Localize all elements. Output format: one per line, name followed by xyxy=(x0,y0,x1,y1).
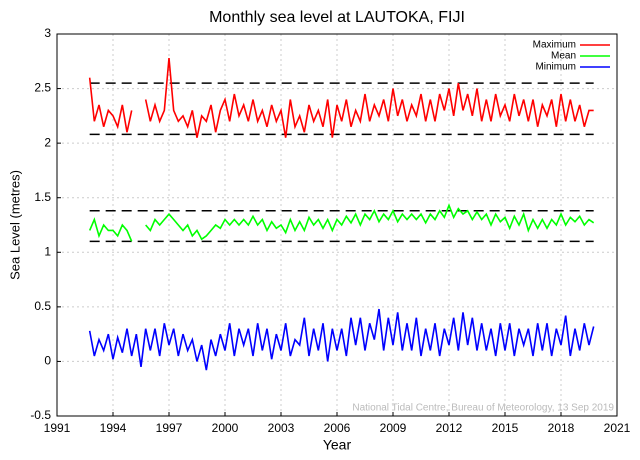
plot-frame xyxy=(56,33,618,417)
x-tick-label: 2012 xyxy=(436,421,463,435)
x-tick-label: 1994 xyxy=(100,421,127,435)
y-tick-label: 3 xyxy=(44,26,51,40)
y-tick-label: 1 xyxy=(44,244,51,258)
x-tick-label: 2006 xyxy=(324,421,351,435)
x-tick-label: 2003 xyxy=(268,421,295,435)
y-axis-label: Sea Level (metres) xyxy=(7,170,22,280)
series-line xyxy=(88,203,595,242)
x-tick-label: 2009 xyxy=(380,421,407,435)
y-tick-label: 1.5 xyxy=(34,190,51,204)
x-tick-label: 2000 xyxy=(212,421,239,435)
y-tick-label: 0.5 xyxy=(34,299,51,313)
x-tick-label: 1991 xyxy=(44,421,71,435)
legend-label: Maximum xyxy=(533,40,576,51)
y-tick-label: -0.5 xyxy=(30,408,51,422)
x-tick-label: 2018 xyxy=(548,421,575,435)
y-tick-label: 0 xyxy=(44,354,51,368)
x-tick-label: 2015 xyxy=(492,421,519,435)
legend-label: Minimum xyxy=(535,62,576,73)
x-tick-label: 1997 xyxy=(156,421,183,435)
chart-title: Monthly sea level at LAUTOKA, FIJI xyxy=(209,9,465,26)
source-annotation: National Tidal Centre, Bureau of Meteoro… xyxy=(352,403,614,414)
legend-label: Mean xyxy=(551,51,576,62)
x-tick-label: 2021 xyxy=(604,421,631,435)
series-line xyxy=(88,308,595,371)
x-axis-label: Year xyxy=(323,437,352,453)
y-tick-label: 2 xyxy=(44,135,51,149)
y-tick-label: 2.5 xyxy=(34,81,51,95)
series-line xyxy=(88,57,594,138)
